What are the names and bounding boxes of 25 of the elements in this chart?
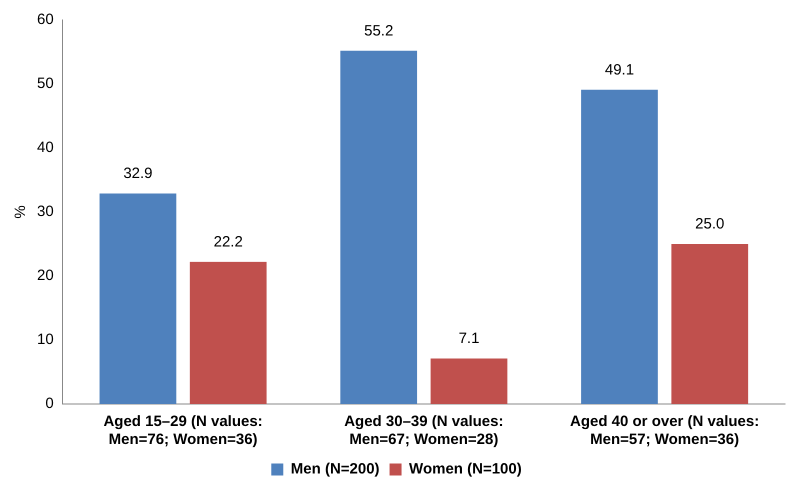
y-tick-label: 0: [45, 395, 54, 412]
bar: [100, 193, 176, 404]
x-tick-label: Aged 15–29 (N values: Men=76; Women=36): [103, 413, 263, 448]
bar: [671, 244, 748, 404]
bar: [190, 262, 267, 404]
x-tick-label: Aged 30–39 (N values: Men=67; Women=28): [344, 413, 504, 448]
y-tick-label: 60: [36, 11, 54, 28]
bar: [430, 358, 508, 404]
y-tick-label: 30: [36, 203, 54, 220]
data-label: 7.1: [458, 330, 480, 348]
legend-label: Men (N=200): [290, 460, 380, 478]
legend-label: Women (N=100): [409, 460, 522, 478]
y-tick-label: 20: [36, 267, 54, 284]
bar: [581, 90, 658, 404]
y-tick-label: 50: [36, 75, 54, 92]
y-axis-title: %: [12, 205, 30, 219]
bar: [340, 50, 418, 404]
data-label: 32.9: [123, 165, 153, 182]
x-tick-label: Aged 40 or over (N values: Men=57; Women=36): [570, 413, 760, 448]
data-label: 55.2: [364, 22, 394, 40]
y-tick-label: 40: [36, 139, 54, 156]
data-label: 49.1: [604, 61, 634, 78]
y-tick-label: 10: [36, 331, 54, 348]
data-label: 22.2: [214, 234, 243, 251]
data-label: 25.0: [695, 216, 724, 233]
